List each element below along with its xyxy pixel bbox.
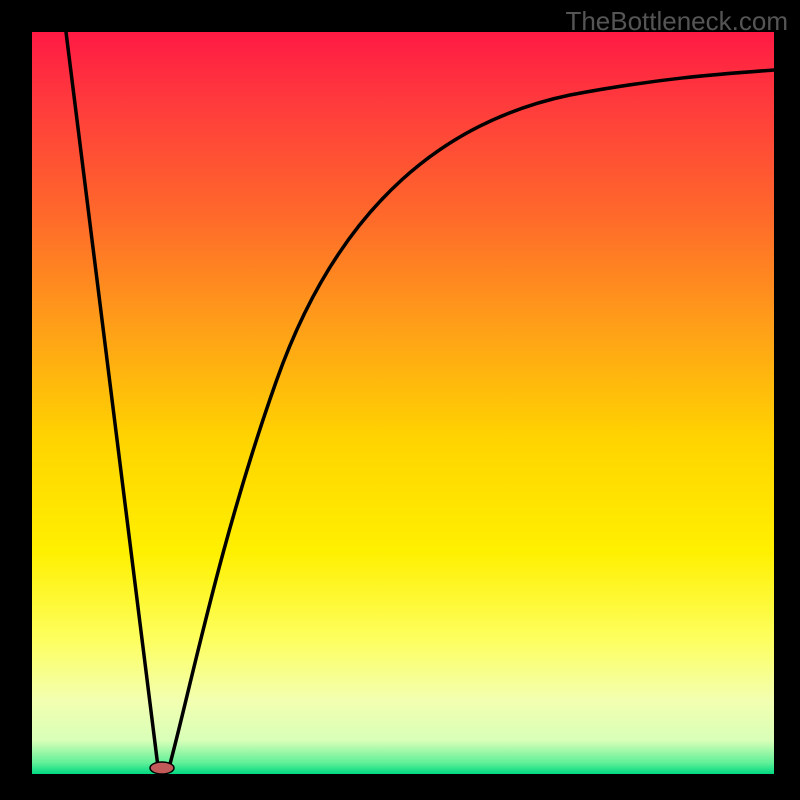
curve-min-marker <box>150 762 174 774</box>
watermark-text: TheBottleneck.com <box>565 6 788 37</box>
bottleneck-chart <box>0 0 800 800</box>
chart-container: TheBottleneck.com <box>0 0 800 800</box>
